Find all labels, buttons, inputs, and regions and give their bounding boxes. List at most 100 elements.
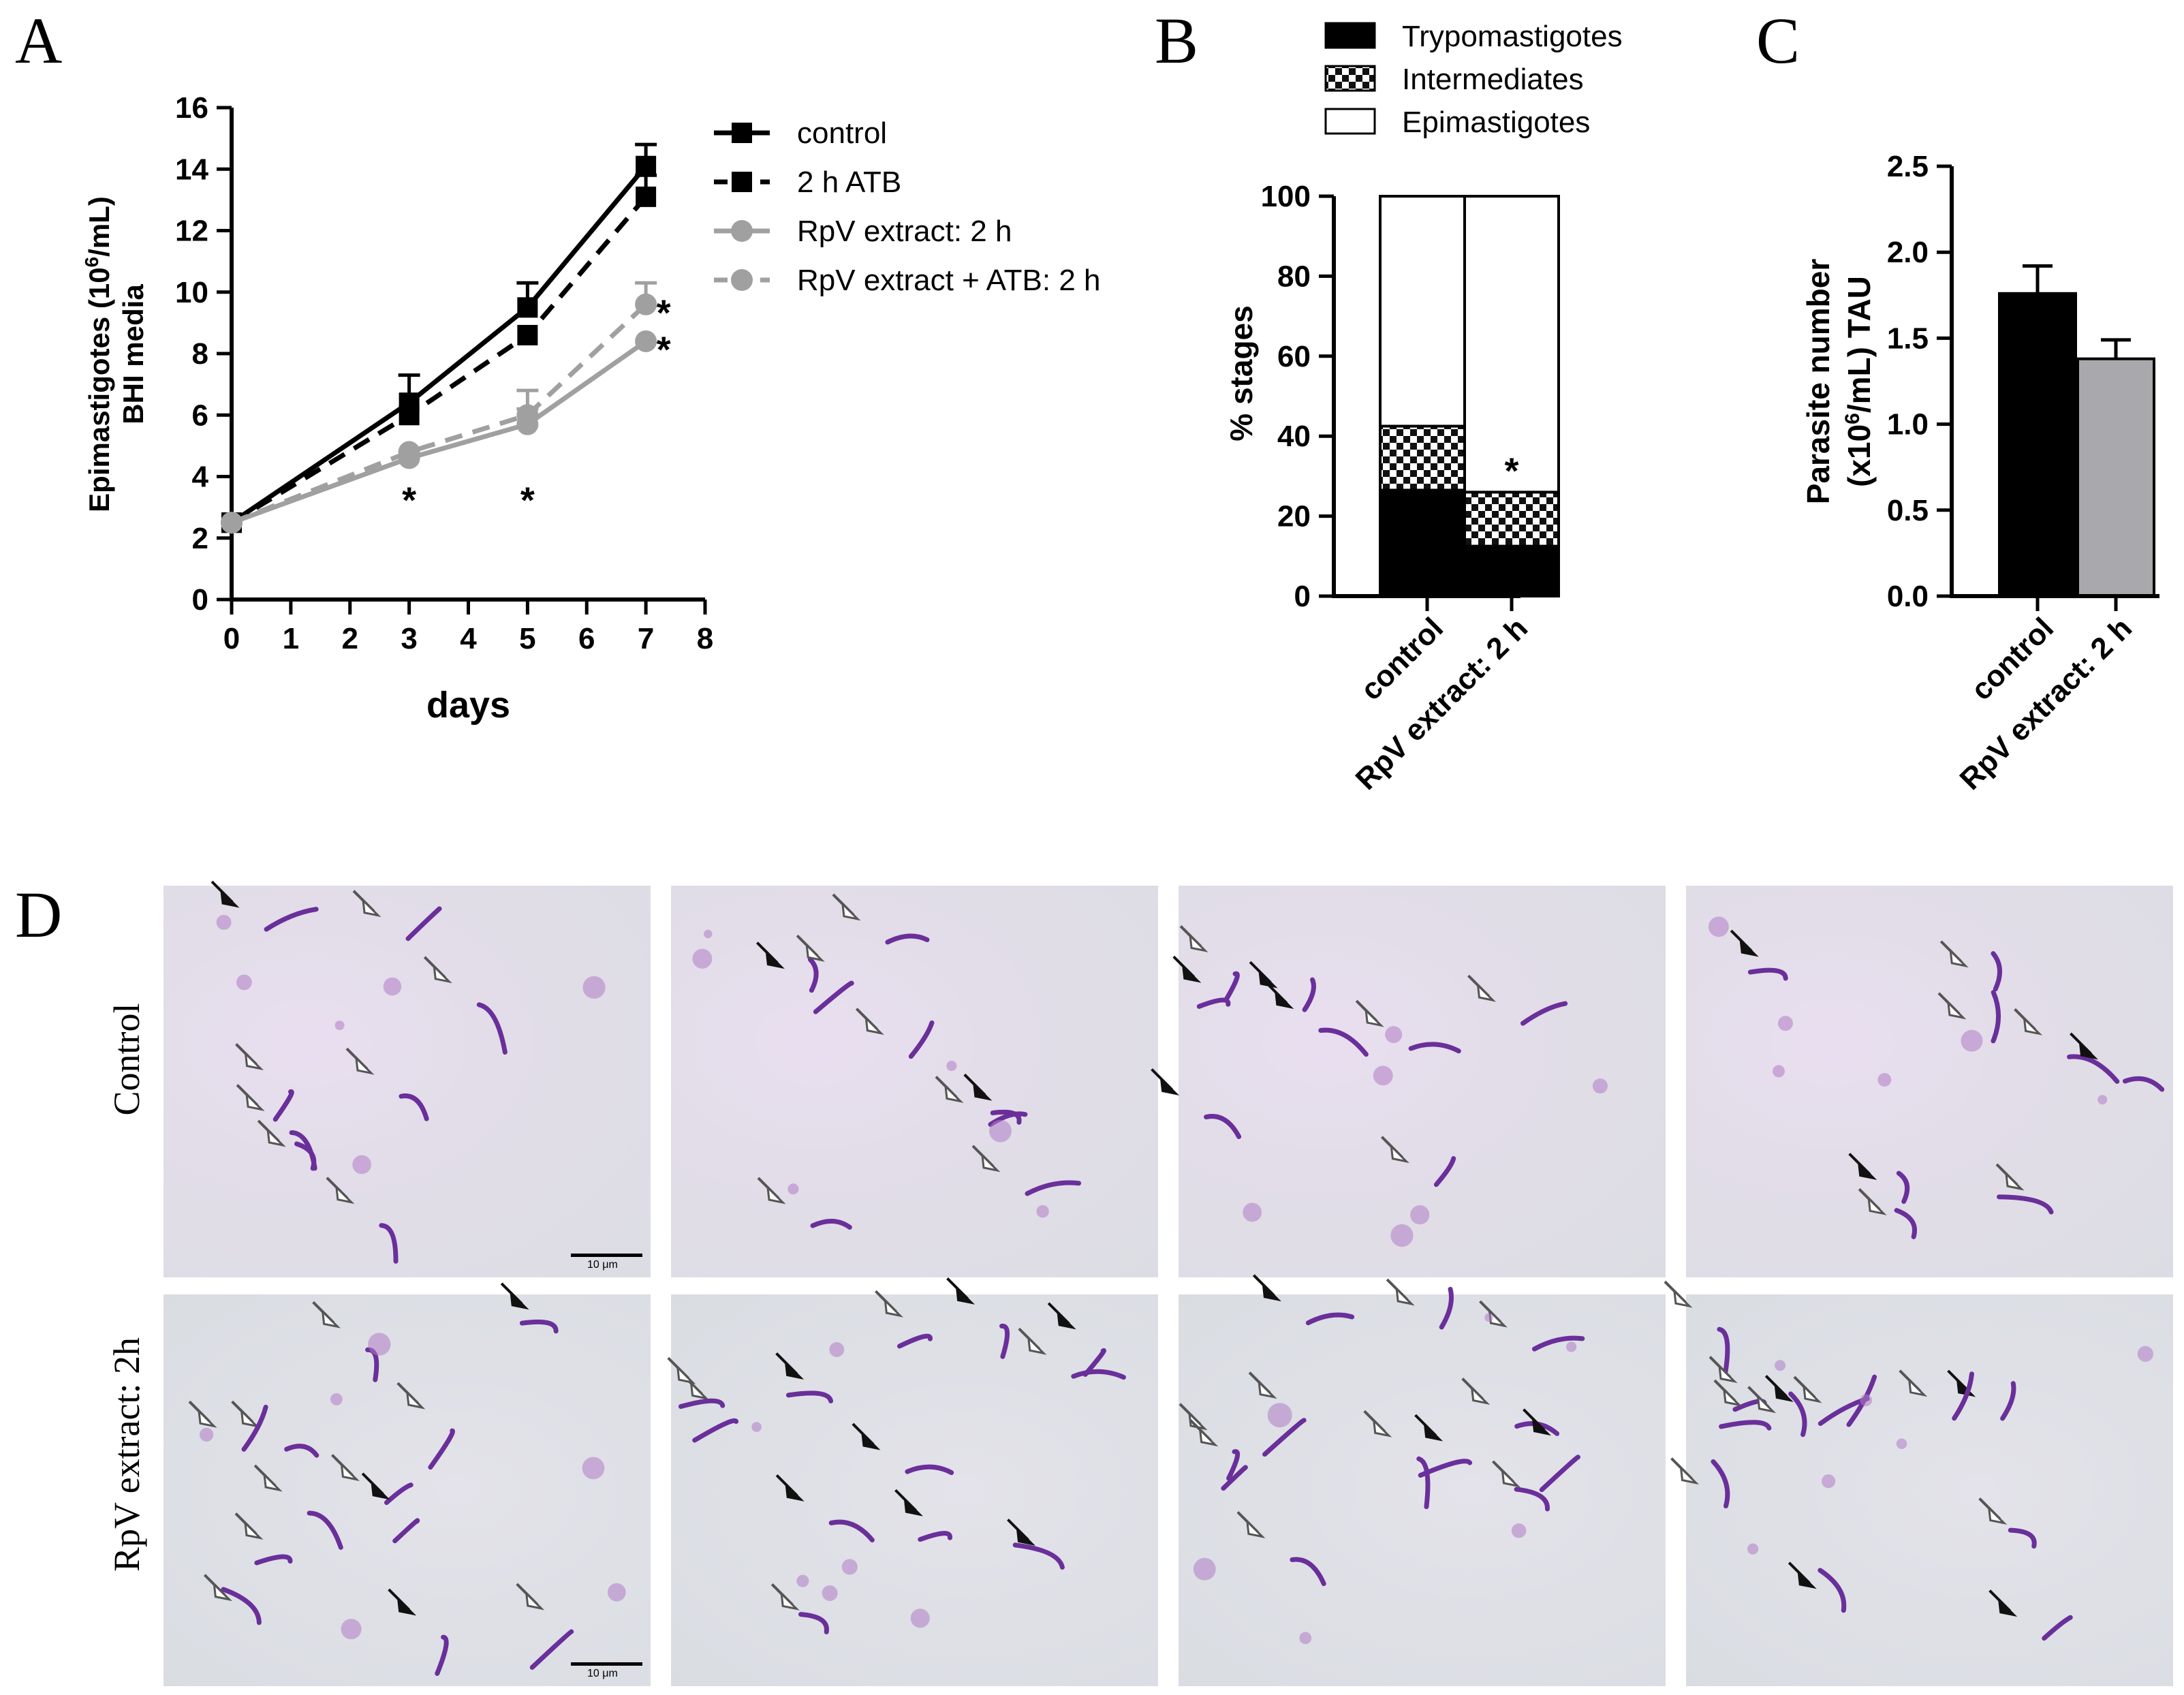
data-point (635, 330, 657, 352)
parasite (2122, 1076, 2165, 1092)
arrow-head (780, 1591, 800, 1611)
arrow-head (1181, 963, 1202, 983)
stain-blob (1410, 1205, 1430, 1225)
arrow-head (1364, 1007, 1384, 1027)
y-tick-label: 2.5 (1887, 150, 1929, 183)
parasite (1262, 1418, 1307, 1457)
stain-blob (1777, 1016, 1793, 1031)
arrow-head (981, 1152, 1001, 1172)
arrow-head (1057, 1309, 1076, 1330)
parasite (828, 1519, 875, 1543)
parasite (307, 1510, 343, 1550)
y-tick-label: 8 (192, 337, 208, 371)
x-tick-label: 1 (283, 622, 299, 655)
parasite (241, 1404, 268, 1452)
bar-segment (1379, 424, 1476, 492)
arrow-head (1867, 1196, 1887, 1215)
stain-blob (1822, 1474, 1836, 1489)
arrow-head (1372, 1418, 1392, 1437)
micrograph-rpv-3 (1179, 1294, 1666, 1686)
stain-blob (368, 1333, 391, 1356)
panel-letter-a: A (15, 4, 63, 77)
arrow-head (1946, 999, 1967, 1020)
parasite (1416, 1456, 1431, 1510)
scale-bar-label: 10 μm (587, 1259, 618, 1271)
chart-a-growth: 0 1 2 3 4 5 6 7 80246810121416daysEpimastigotes … (81, 91, 1101, 726)
arrow-head (1672, 1288, 1693, 1308)
series-line (230, 195, 648, 525)
arrow-head (2005, 1171, 2025, 1191)
data-point (399, 405, 420, 426)
parasite (365, 1347, 379, 1382)
parasite (405, 906, 442, 942)
y-tick-label: 20 (1277, 500, 1311, 533)
parasite (1520, 1001, 1568, 1026)
legend-label: control (797, 116, 887, 150)
stain-blob (607, 1583, 626, 1602)
micrograph-features (1179, 1274, 1585, 1645)
arrow-head (1027, 1335, 1047, 1355)
parasite (384, 1482, 414, 1506)
parasite (1318, 1027, 1369, 1057)
y-tick-label: 60 (1277, 340, 1311, 373)
stain-blob (1860, 1394, 1873, 1407)
parasite (399, 1093, 429, 1121)
arrow-head (1198, 1427, 1219, 1447)
stain-blob (1877, 1073, 1892, 1087)
arrow-head (1501, 1467, 1521, 1488)
arrow-head (1390, 1143, 1409, 1164)
stain-blob (829, 1342, 845, 1357)
arrow-head (1531, 1416, 1552, 1436)
data-point (398, 441, 420, 463)
arrow-head (263, 1472, 283, 1492)
stain-blob (1775, 1360, 1786, 1371)
parasite (2000, 1381, 2016, 1421)
micrograph-features (692, 893, 1082, 1230)
arrow-head (396, 1596, 417, 1616)
parasite (264, 907, 319, 932)
y-tick-label: 0 (192, 583, 208, 617)
stain-blob (1243, 1202, 1262, 1222)
arrow-head (245, 1091, 265, 1111)
y-tick-label: 12 (175, 215, 208, 248)
significance-marker: * (520, 480, 535, 521)
micrograph-features (1708, 916, 2165, 1239)
stain-blob (330, 1393, 343, 1405)
arrow-head (1679, 1465, 1700, 1485)
y-tick-label: 0.5 (1887, 494, 1929, 527)
stain-blob (236, 974, 252, 991)
x-tick-label: 8 (697, 622, 713, 655)
parasite (999, 1323, 1010, 1359)
stain-blob (1390, 1224, 1414, 1247)
parasite (519, 1319, 559, 1334)
y-tick-label: 1.5 (1887, 322, 1929, 355)
arrow-head (1997, 1597, 2018, 1617)
arrow-head (765, 949, 785, 969)
arrow-head (1274, 989, 1294, 1009)
micrograph-features (210, 880, 606, 1264)
arrow-head (354, 1055, 375, 1075)
legend-item: control (714, 116, 887, 150)
parasite (1408, 1042, 1461, 1054)
stain-blob (1511, 1523, 1527, 1538)
parasite (1717, 1326, 1730, 1374)
bar-segment (1379, 488, 1476, 597)
legend-label: RpV extract + ATB: 2 h (797, 264, 1101, 297)
arrow-head (371, 1480, 390, 1500)
arrow-head (1987, 1505, 2008, 1525)
data-point (636, 186, 657, 207)
micrograph-overlay (188, 880, 2165, 1676)
legend-swatch (1324, 22, 1376, 49)
stain-blob (1484, 1313, 1493, 1322)
parasite (272, 1089, 294, 1122)
significance-marker: * (657, 292, 671, 333)
parasite (1952, 1371, 1974, 1421)
arrow-head (1802, 1383, 1822, 1403)
arrow-head (784, 1360, 805, 1380)
parasite (1290, 1557, 1326, 1587)
micrograph-rpv-4 (1686, 1294, 2173, 1686)
arrow-head (510, 1290, 529, 1310)
parasite (2042, 1615, 2073, 1641)
parasite (908, 1020, 935, 1059)
arrow-head (1245, 1519, 1266, 1538)
